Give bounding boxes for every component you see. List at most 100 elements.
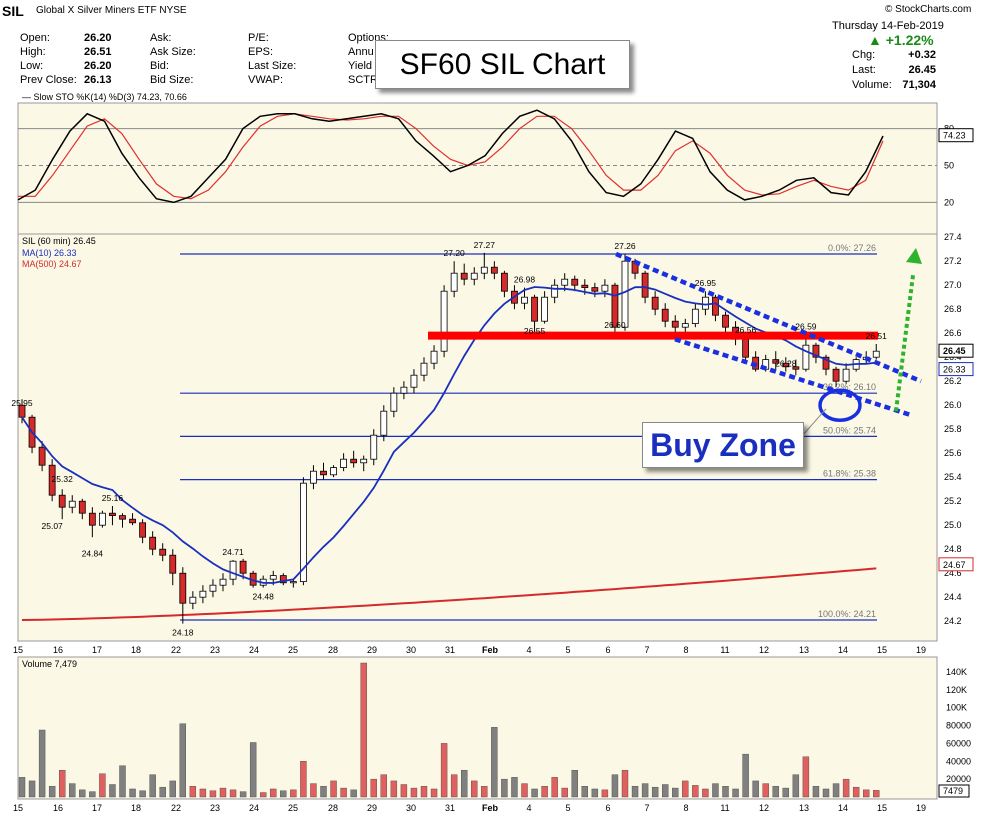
volume-bar: [501, 778, 508, 798]
candle: [58, 489, 66, 520]
candle: [390, 387, 398, 418]
breakout-arrowhead: [906, 248, 922, 264]
field-value: +0.32: [908, 49, 936, 61]
price-right-box: [938, 557, 974, 572]
ticker-exchange: NYSE: [159, 5, 187, 16]
candle: [812, 342, 820, 364]
price-tick-label: 25.6: [944, 448, 962, 458]
candle-body: [832, 368, 840, 382]
volume-tick-label: 80000: [946, 721, 971, 731]
candle-body: [581, 284, 589, 289]
ma10-line: [21, 286, 877, 584]
ma10-legend: MA(10) 26.33: [22, 248, 77, 258]
field-value: 26.20: [84, 60, 112, 72]
price-right-box: [938, 362, 974, 377]
volume-bar: [601, 789, 609, 798]
volume-bar: [722, 786, 729, 798]
candle-body: [671, 320, 679, 328]
candle-body: [400, 386, 408, 394]
x-tick-label: 8: [683, 803, 688, 813]
x-tick-label: 12: [759, 803, 769, 813]
breakout-arrow: [894, 274, 915, 412]
volume-bar: [48, 786, 56, 798]
x-tick-label: Feb: [482, 645, 499, 655]
candle-body: [209, 584, 217, 592]
price-label: 26.98: [514, 275, 536, 285]
volume-bar: [481, 786, 488, 798]
x-tick-label: 24: [249, 645, 259, 655]
candle: [822, 354, 830, 376]
candle: [400, 381, 408, 400]
volume-tick-label: 60000: [946, 738, 971, 748]
candle-body: [460, 272, 468, 280]
x-tick-label: 15: [13, 803, 23, 813]
price-tick-label: 26.0: [944, 400, 962, 410]
candle: [360, 455, 368, 472]
candle: [470, 267, 478, 286]
x-tick-label: 4: [526, 645, 531, 655]
price-tick-label: 26.2: [944, 376, 962, 386]
volume-bar: [139, 790, 146, 798]
x-tick-label: 24: [249, 803, 259, 813]
volume-bar: [360, 662, 367, 798]
candle: [99, 510, 106, 528]
x-tick-label: 29: [367, 803, 377, 813]
fib-label: 61.8%: 25.38: [823, 469, 876, 479]
x-tick-label: 29: [367, 645, 377, 655]
price-label: 25.32: [52, 474, 74, 484]
volume-bar: [330, 780, 337, 798]
candle-body: [68, 500, 76, 508]
candle-body: [712, 296, 719, 316]
volume-bar: [99, 773, 106, 798]
ticker-symbol: SIL: [2, 3, 24, 19]
candle-body: [58, 494, 66, 508]
volume-bar: [541, 786, 548, 798]
volume-bar: [280, 790, 287, 798]
candle-body: [78, 500, 86, 514]
candle-body: [119, 515, 126, 520]
volume-bar: [551, 777, 558, 798]
candle-body: [169, 554, 177, 574]
price-right-label: 26.33: [943, 365, 966, 375]
price-tick-label: 26.6: [944, 328, 962, 338]
candle: [370, 429, 378, 466]
volume-bar: [410, 787, 418, 798]
x-tick-label: 15: [877, 803, 887, 813]
volume-bar: [199, 788, 207, 798]
candle-body: [500, 272, 508, 292]
price-label: 25.16: [102, 493, 124, 503]
volume-bar: [149, 774, 156, 798]
candle-body: [480, 266, 488, 274]
candle-body: [872, 350, 880, 358]
price-tick-label: 27.4: [944, 232, 962, 242]
volume-bar: [169, 780, 176, 798]
candle: [661, 303, 669, 328]
volume-bar: [28, 780, 36, 798]
volume-bar: [159, 786, 166, 798]
volume-bar: [692, 785, 699, 798]
sto-current-label: 74.23: [943, 131, 966, 141]
candle-body: [179, 572, 187, 604]
price-label: 26.95: [695, 278, 717, 288]
sto-panel: [17, 102, 938, 235]
field-label: Last Size:: [248, 60, 297, 72]
volume-bar: [742, 753, 749, 798]
volume-bar: [18, 777, 26, 798]
candle-body: [691, 308, 699, 325]
price-label: 26.55: [524, 326, 546, 336]
candle: [832, 366, 840, 388]
volume-bar: [79, 789, 86, 798]
volume-bar: [531, 788, 538, 798]
candle: [320, 462, 327, 480]
candle: [299, 477, 307, 586]
candle-body: [591, 287, 599, 292]
volume-bar: [581, 786, 588, 798]
candle: [380, 405, 388, 442]
x-tick-label: 23: [210, 645, 220, 655]
candle-body: [38, 446, 46, 466]
candle-body: [561, 278, 569, 286]
x-tick-label: 12: [759, 645, 769, 655]
candle-body: [410, 374, 418, 388]
field-label: Ask:: [150, 32, 172, 44]
sto-current-box: [938, 128, 974, 143]
